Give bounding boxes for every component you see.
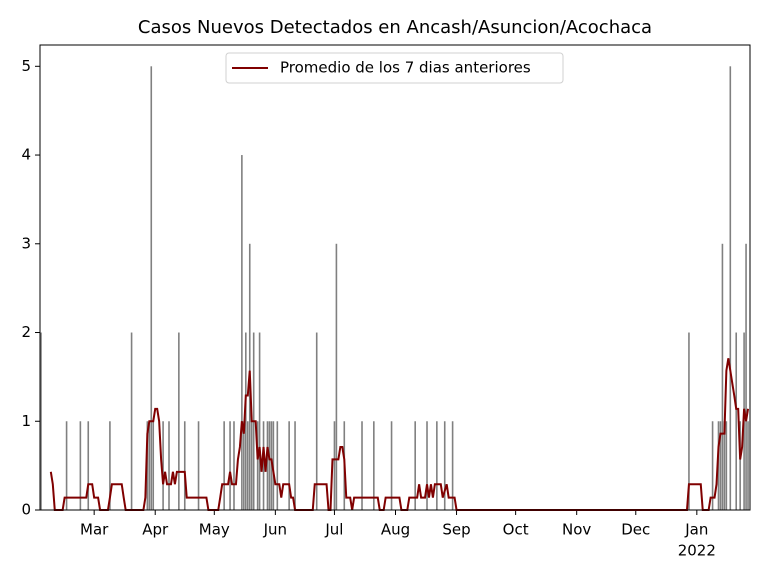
bar: [246, 421, 249, 510]
bar: [245, 332, 247, 510]
bar: [229, 421, 231, 510]
x-tick-label: Jun: [263, 521, 287, 539]
chart-title: Casos Nuevos Detectados en Ancash/Asunci…: [138, 17, 652, 38]
bar: [258, 332, 261, 510]
bar: [721, 243, 724, 510]
y-tick-label: 5: [21, 57, 31, 75]
bar: [335, 243, 338, 510]
x-tick-label: Dec: [621, 521, 650, 539]
bar: [241, 155, 243, 511]
bar: [333, 421, 336, 510]
bar: [414, 421, 416, 510]
bar: [262, 421, 265, 510]
bar: [361, 421, 363, 510]
bar: [256, 421, 259, 510]
bar: [688, 332, 690, 510]
plot-frame: [39, 44, 751, 511]
x-tick-label: Nov: [562, 521, 591, 539]
bar: [294, 421, 296, 510]
y-tick-label: 2: [21, 323, 31, 341]
bar: [426, 421, 428, 510]
bar: [390, 421, 393, 510]
bar: [735, 332, 738, 510]
bar: [152, 421, 155, 510]
x-tick-label: Mar: [80, 521, 109, 539]
bar: [723, 421, 726, 510]
bar: [150, 66, 153, 511]
y-tick-label: 1: [21, 412, 31, 430]
bar: [373, 421, 375, 510]
bar: [233, 421, 235, 510]
bar: [729, 66, 732, 511]
bar: [266, 421, 269, 510]
bar: [315, 332, 318, 510]
bar: [162, 421, 164, 510]
bar: [276, 421, 279, 510]
legend-label: Promedio de los 7 dias anteriores: [280, 59, 531, 77]
bar: [65, 421, 68, 510]
bar: [130, 332, 133, 510]
bar: [436, 421, 438, 510]
bar: [443, 421, 446, 510]
legend-box: [225, 52, 564, 84]
x-tick-label: May: [199, 521, 230, 539]
bar: [109, 421, 111, 510]
bar: [178, 332, 180, 510]
x-tick-label: Sep: [442, 521, 470, 539]
bar: [711, 421, 714, 510]
bar: [288, 421, 290, 510]
x-tick-label: Oct: [503, 521, 529, 539]
legend: Promedio de los 7 dias anteriores: [225, 52, 564, 84]
y-tick-label: 0: [21, 501, 31, 519]
x-year-label: 2022: [678, 542, 716, 560]
bar: [40, 332, 42, 510]
bar: [725, 421, 728, 510]
bar: [268, 421, 271, 510]
x-tick-label: Apr: [142, 521, 169, 539]
bar: [183, 421, 186, 510]
bar: [197, 421, 200, 510]
bar: [87, 421, 90, 510]
bar: [148, 421, 151, 510]
y-tick-label: 3: [21, 234, 31, 252]
bar: [747, 421, 749, 510]
bar: [739, 421, 741, 510]
x-tick-label: Aug: [381, 521, 410, 539]
x-tick-label: Jan: [684, 521, 708, 539]
y-tick-label: 4: [21, 146, 31, 164]
x-tick-label: Jul: [324, 521, 343, 539]
bar: [451, 421, 454, 510]
line: [49, 358, 750, 511]
bar: [250, 421, 253, 510]
bar: [243, 421, 245, 510]
bar: [79, 421, 82, 510]
bar: [719, 421, 722, 510]
bar: [745, 243, 747, 510]
bar: [168, 421, 170, 510]
bar: [223, 421, 225, 510]
